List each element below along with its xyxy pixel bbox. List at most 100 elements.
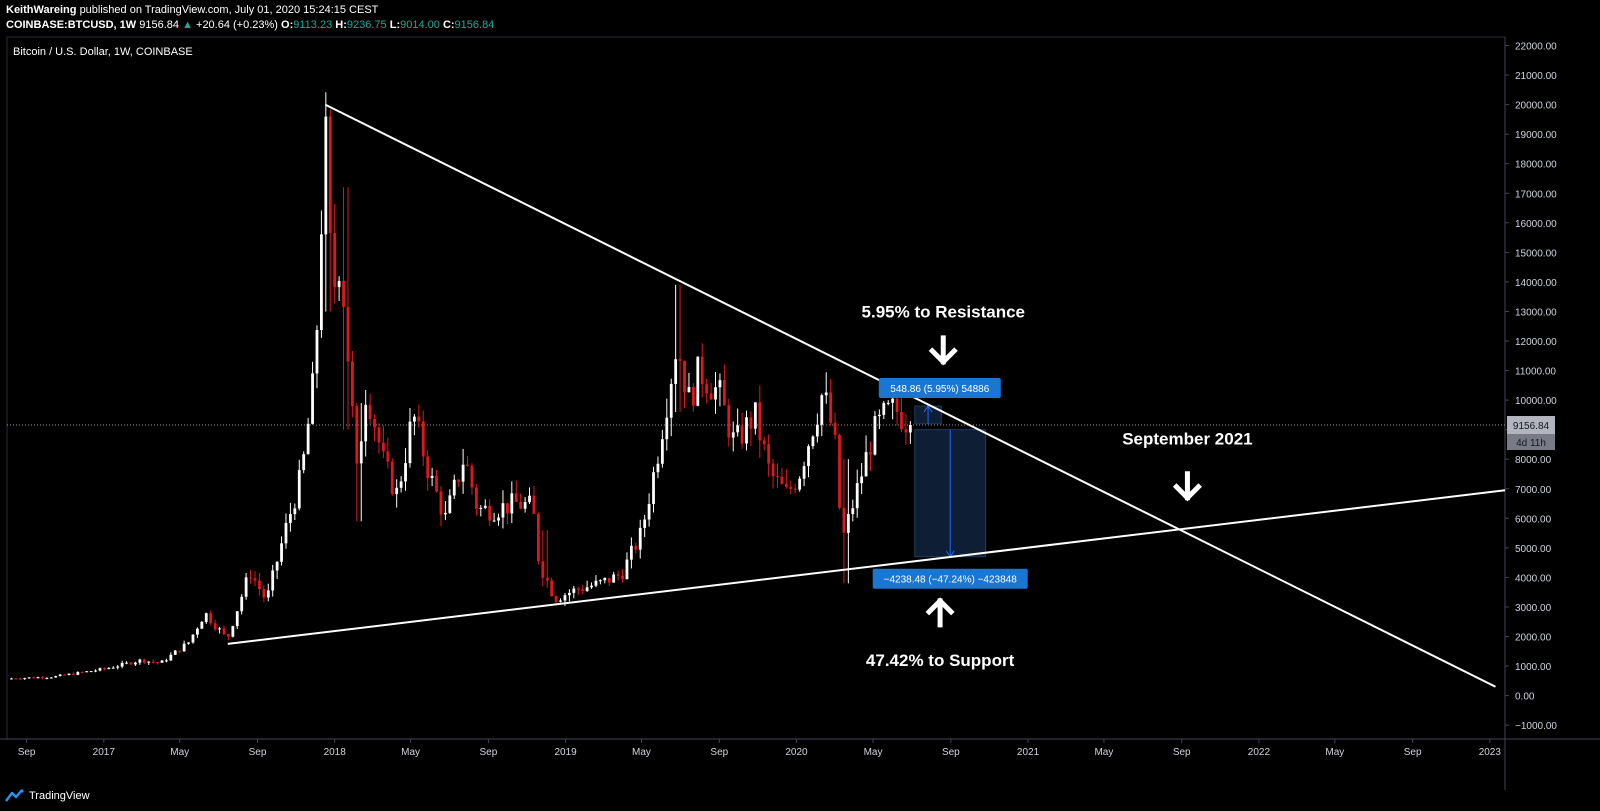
candle[interactable] — [634, 542, 638, 554]
candle[interactable] — [138, 658, 142, 665]
candle[interactable] — [377, 423, 381, 454]
price-axis[interactable]: 22000.00 21000.00 20000.00 19000.00 18000.00… — [1505, 42, 1557, 733]
candle[interactable] — [235, 611, 239, 630]
candle[interactable] — [559, 598, 562, 603]
candle[interactable] — [160, 659, 164, 663]
candle[interactable] — [669, 378, 673, 437]
candle[interactable] — [567, 589, 571, 602]
annotation-support-note[interactable]: 47.42% to Support — [866, 597, 1015, 670]
candle[interactable] — [386, 437, 390, 469]
candle[interactable] — [643, 514, 647, 538]
candle[interactable] — [683, 360, 686, 409]
candle[interactable] — [745, 410, 748, 451]
candle[interactable] — [660, 429, 664, 468]
candle[interactable] — [603, 577, 607, 584]
candle[interactable] — [103, 667, 106, 671]
candle[interactable] — [784, 469, 788, 489]
candle[interactable] — [209, 610, 213, 626]
candle[interactable] — [714, 372, 717, 414]
candle[interactable] — [381, 425, 385, 458]
candle[interactable] — [275, 561, 279, 579]
candle[interactable] — [98, 667, 102, 672]
candle[interactable] — [142, 658, 146, 665]
candle[interactable] — [550, 577, 554, 597]
measure-label-resistance[interactable]: 548.86 (5.95%) 54886 — [878, 378, 1001, 399]
measure-box-resistance[interactable] — [914, 405, 942, 425]
candle[interactable] — [691, 383, 695, 412]
candle[interactable] — [125, 661, 128, 665]
candle[interactable] — [793, 483, 797, 494]
candle[interactable] — [297, 459, 301, 511]
candle[interactable] — [621, 569, 624, 583]
candle[interactable] — [430, 467, 434, 487]
candle[interactable] — [196, 627, 199, 638]
candle[interactable] — [886, 400, 890, 406]
candle[interactable] — [67, 673, 71, 676]
candle[interactable] — [315, 325, 319, 389]
candle[interactable] — [815, 413, 819, 443]
candle[interactable] — [266, 583, 270, 602]
candle[interactable] — [320, 210, 323, 338]
candle[interactable] — [581, 584, 585, 595]
candle[interactable] — [218, 626, 221, 634]
candle[interactable] — [222, 625, 226, 636]
trendline-support[interactable] — [227, 489, 1506, 645]
candle[interactable] — [904, 414, 908, 445]
candle[interactable] — [36, 676, 40, 679]
candle[interactable] — [678, 284, 682, 412]
candle[interactable] — [41, 676, 44, 680]
candle[interactable] — [461, 448, 465, 494]
candle[interactable] — [399, 476, 403, 493]
candle[interactable] — [14, 677, 18, 680]
candle[interactable] — [355, 403, 359, 522]
measure-box-support[interactable] — [914, 429, 987, 558]
candle[interactable] — [10, 677, 13, 680]
candle[interactable] — [151, 659, 155, 664]
candle[interactable] — [665, 398, 669, 451]
candle[interactable] — [129, 661, 133, 666]
candle[interactable] — [474, 484, 478, 516]
candle[interactable] — [545, 530, 549, 589]
candle[interactable] — [656, 456, 660, 479]
candle[interactable] — [94, 669, 97, 673]
candle[interactable] — [191, 634, 195, 644]
candle[interactable] — [687, 372, 691, 393]
candle[interactable] — [116, 664, 120, 670]
candle[interactable] — [647, 493, 651, 527]
candle[interactable] — [696, 356, 700, 407]
candle[interactable] — [833, 412, 837, 440]
candle[interactable] — [187, 642, 190, 645]
candle[interactable] — [324, 92, 328, 312]
candle[interactable] — [541, 530, 545, 587]
candle[interactable] — [23, 677, 27, 680]
candle[interactable] — [838, 433, 841, 510]
candle[interactable] — [178, 650, 182, 653]
candle[interactable] — [532, 485, 536, 515]
candle[interactable] — [776, 463, 779, 489]
candle[interactable] — [333, 204, 337, 304]
candle[interactable] — [346, 187, 350, 430]
candle[interactable] — [253, 570, 257, 587]
candle[interactable] — [271, 564, 275, 597]
candle[interactable] — [740, 412, 744, 449]
candle[interactable] — [510, 481, 514, 524]
candle[interactable] — [58, 673, 62, 677]
candle[interactable] — [505, 503, 509, 525]
candle[interactable] — [638, 519, 642, 559]
candle[interactable] — [227, 633, 230, 641]
candle[interactable] — [607, 577, 611, 587]
candle[interactable] — [231, 625, 235, 638]
candle[interactable] — [585, 580, 589, 592]
candle[interactable] — [514, 480, 518, 503]
tradingview-logo-icon[interactable] — [5, 789, 25, 803]
candle[interactable] — [705, 378, 709, 404]
candle[interactable] — [722, 364, 726, 406]
candle[interactable] — [736, 408, 740, 437]
candle[interactable] — [293, 503, 297, 521]
candle[interactable] — [479, 505, 483, 517]
candle[interactable] — [404, 448, 407, 491]
candle[interactable] — [762, 436, 766, 451]
candle[interactable] — [625, 552, 629, 580]
candle[interactable] — [328, 109, 332, 312]
measure-label-support[interactable]: −4238.48 (−47.24%) −423848 — [872, 568, 1028, 589]
